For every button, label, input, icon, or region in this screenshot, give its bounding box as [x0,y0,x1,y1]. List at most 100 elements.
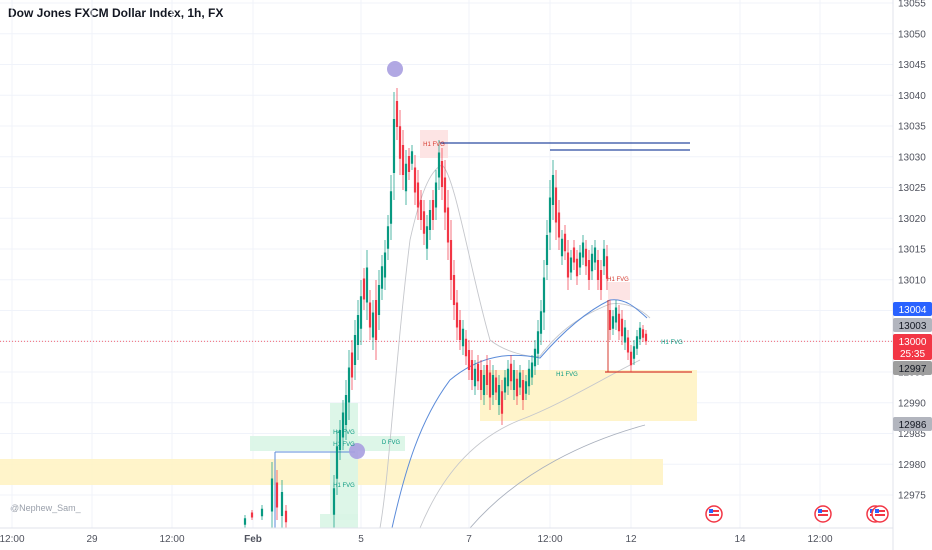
candle-body [428,210,432,230]
candle-body [599,270,603,290]
candle-body [395,101,399,127]
price-tick-label: 13050 [898,29,926,40]
time-tick-label: 12:00 [537,534,562,545]
candle-body [509,363,513,382]
us-flag-canton [875,509,879,513]
candle-body [614,307,618,323]
candle-body [431,200,435,220]
price-badge-label: 12986 [899,420,927,431]
candle-body [389,191,393,224]
candle-body [497,385,501,405]
fvg-label: H1 FVG [607,277,629,283]
candle-body [404,163,408,192]
price-badge [893,417,932,431]
candle-body [635,336,639,349]
candle-body [371,312,375,338]
candle-body [353,335,357,365]
candle-body [485,365,489,385]
price-tick-label: 13055 [898,0,926,10]
fvg-zone [608,282,630,300]
fvg-zone [480,370,697,421]
candle-body [476,363,480,382]
candle-body [347,367,351,403]
candle-body [434,182,438,208]
candle-body [605,256,609,279]
fvg-zone [320,514,358,528]
us-flag-canton [709,509,713,513]
fvg-label: H4 FVG [333,430,355,436]
candle-body [425,226,429,249]
candle-body [284,510,288,523]
fvg-zone [420,130,448,158]
candle-body [578,252,582,268]
candle-body [536,331,540,354]
candle-body [491,375,495,395]
candle-body [270,478,274,512]
candle-body [332,488,336,515]
candle-body [392,119,396,173]
candle-body [569,257,573,273]
candle-body [494,377,498,393]
price-badge [893,318,932,332]
candle-body [581,242,585,258]
candle-body [377,285,381,315]
candle-body [563,233,567,252]
candle-body [629,351,633,366]
candle-body [584,248,588,267]
us-flag-icon [814,505,832,523]
time-tick-label: 12:00 [807,534,832,545]
fvg-label-group: H1 FVG H1 FVG H1 FVG H1 FVG H4 FVG D FVG H1 FV… [333,142,683,489]
us-flag-stripe [818,510,828,512]
time-tick-label: 5 [358,534,364,545]
candle-body [398,126,402,159]
candle-body [488,372,492,398]
price-tick-label: 13020 [898,214,926,225]
us-flag-icon [705,505,723,523]
us-flag-stripe [875,514,885,516]
candle-body [422,211,426,234]
candle-body [413,167,417,193]
candle-body [644,333,648,342]
candle-body [280,492,284,516]
candle-body [407,156,411,172]
candle-body [500,391,504,414]
price-tick-label: 13035 [898,122,926,133]
candle-body [566,252,570,278]
candle-body [338,430,342,450]
candle-body [275,482,279,508]
chart-title: Dow Jones FXCM Dollar Index, 1h, FX [8,6,224,20]
candle-body [551,175,555,205]
sma-slow-line [469,424,646,529]
candle-body [458,320,462,340]
marker-circle [349,443,365,459]
candle-body [527,368,531,387]
sma-fast-line [379,164,651,529]
candle-body [467,350,471,370]
candle-body [368,302,372,328]
time-tick-label: 12:00 [0,534,25,545]
candle-body [437,152,441,178]
candle-body [260,508,264,517]
candle-body [575,258,579,277]
candle-body [356,315,360,345]
candle-body [416,182,420,208]
us-flag-stripe [875,510,885,512]
event-icons [705,505,889,523]
candle-body [515,378,519,397]
price-badge-label: 13003 [899,321,927,332]
candle-body [479,370,483,390]
us-flag-canton [818,509,822,513]
candle-body [350,352,354,378]
fvg-label: D FVG [382,440,401,446]
fvg-zone [250,436,405,451]
price-tick-label: 13015 [898,245,926,256]
candle-body [560,238,564,257]
price-tick-label: 12975 [898,491,926,502]
candle-body [374,300,378,340]
candle-body [482,375,486,395]
candle-body [503,377,507,393]
candle-body [623,327,627,343]
watermark-author: @Nephew_Sam_ [10,503,81,513]
